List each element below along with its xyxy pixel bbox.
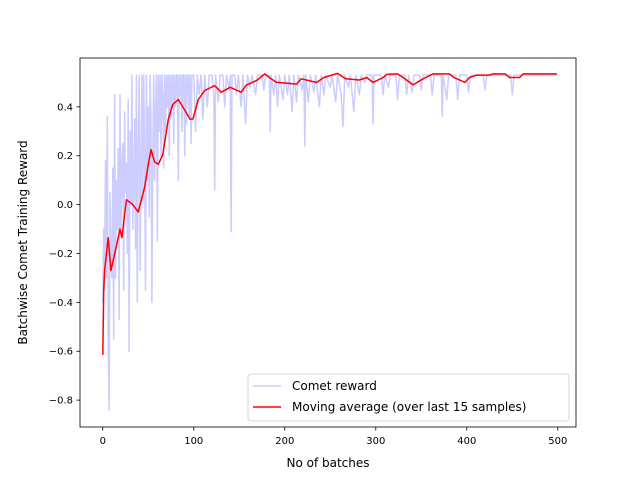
x-tick-label: 100 <box>184 436 203 447</box>
legend-label-comet-reward: Comet reward <box>292 379 377 393</box>
y-tick-label: 0.2 <box>57 151 73 162</box>
x-tick-label: 400 <box>457 436 476 447</box>
y-axis-label: Batchwise Comet Training Reward <box>16 140 30 344</box>
axes-frame <box>79 57 577 428</box>
y-tick-label: −0.6 <box>49 347 73 358</box>
y-tick-label: −0.8 <box>49 396 73 407</box>
y-tick-label: 0.0 <box>57 200 73 211</box>
y-axis: −0.8 −0.6 −0.4 −0.2 0.0 0.2 0.4 <box>49 102 80 407</box>
legend-box <box>247 373 570 422</box>
series-comet-reward-line <box>102 74 557 411</box>
y-tick-label: −0.4 <box>49 298 73 309</box>
x-axis-label: No of batches <box>286 456 369 470</box>
x-axis: 0 100 200 300 400 500 <box>100 427 567 447</box>
x-tick-label: 500 <box>548 436 567 447</box>
plot-area <box>102 72 557 411</box>
legend: Comet reward Moving average (over last 1… <box>247 373 570 422</box>
y-tick-label: −0.2 <box>49 249 73 260</box>
y-tick-label: 0.4 <box>57 102 73 113</box>
x-tick-label: 200 <box>275 436 294 447</box>
x-tick-label: 0 <box>100 436 106 447</box>
legend-label-moving-average: Moving average (over last 15 samples) <box>292 400 526 414</box>
series-moving-average-line <box>102 72 557 355</box>
x-tick-label: 300 <box>366 436 385 447</box>
